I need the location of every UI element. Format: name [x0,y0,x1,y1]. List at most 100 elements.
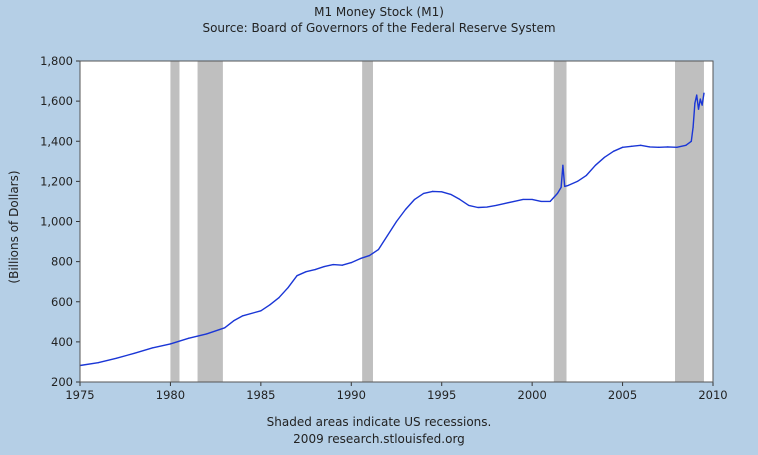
x-tick-label: 1980 [156,388,185,402]
source-note: 2009 research.stlouisfed.org [293,432,465,446]
y-tick-label: 200 [51,375,73,389]
recession-band-0 [170,61,180,382]
data-point [667,146,669,148]
data-point [594,164,597,166]
data-point [621,146,624,148]
data-point [296,275,298,277]
data-point [696,94,698,96]
data-point [187,337,190,339]
data-point [386,234,389,237]
data-point [676,146,678,148]
x-tick-label: 2000 [518,388,547,402]
recession-band-1 [197,61,223,382]
data-point [567,184,569,186]
data-point [585,174,588,176]
data-point [377,248,380,251]
x-tick-label: 1975 [65,388,94,402]
data-point [151,347,153,349]
data-point [314,269,316,271]
y-tick-label: 1,800 [40,54,73,68]
data-point [513,200,515,203]
data-point [459,198,461,201]
recession-band-3 [553,61,567,382]
data-point [233,320,235,322]
data-point [169,343,172,345]
data-point [694,102,696,104]
y-tick-label: 600 [51,295,73,309]
data-point [224,327,226,329]
data-point [576,180,578,182]
data-point [504,202,506,205]
data-point [531,198,533,201]
data-point [260,310,262,312]
data-point [658,146,660,148]
data-point [332,264,334,266]
data-point [450,193,452,196]
recession-band-2 [362,61,373,382]
data-point [603,156,606,158]
data-point [703,92,705,94]
x-tick-label: 2010 [698,388,727,402]
data-point [495,204,497,207]
data-point [432,190,434,193]
data-point [690,140,692,142]
data-point [341,264,343,266]
y-tick-label: 1,000 [40,215,73,229]
y-tick-label: 400 [51,335,73,349]
data-point [368,255,370,257]
data-point [692,126,694,128]
y-axis-title: (Billions of Dollars) [7,170,21,283]
data-point [562,164,564,166]
data-point [699,98,701,100]
y-tick-label: 1,200 [40,174,73,188]
data-point [486,206,488,208]
recession-note: Shaded areas indicate US recessions. [266,415,492,429]
data-point [560,186,562,188]
x-tick-label: 1990 [337,388,366,402]
chart-title: M1 Money Stock (M1) [314,5,444,19]
y-tick-label: 1,600 [40,94,73,108]
data-point [556,192,559,195]
data-point [477,206,479,209]
data-point [549,200,551,203]
data-point [640,144,642,146]
chart-subtitle: Source: Board of Governors of the Federa… [202,21,556,35]
x-tick-label: 1995 [427,388,456,402]
y-tick-label: 800 [51,255,73,269]
data-point [395,220,398,223]
data-point [423,192,425,195]
data-point [350,262,352,264]
data-point [206,333,208,335]
data-point [323,266,325,268]
data-point [697,108,700,110]
data-point [287,287,289,289]
data-point [522,198,524,201]
data-point [413,198,416,201]
data-point [359,258,361,260]
data-point [649,146,651,148]
data-point [685,144,687,146]
data-point [115,357,117,359]
data-point [305,271,307,273]
series-line-0 [79,92,705,367]
data-point [133,352,135,354]
plot-frame [79,60,714,383]
data-point [631,145,633,147]
data-point [404,208,407,211]
data-point [242,315,244,317]
data-point [540,200,542,203]
x-tick-label: 2005 [608,388,637,402]
data-point [701,104,703,106]
data-point [612,150,615,152]
data-point [278,297,280,299]
x-tick-label: 1985 [246,388,275,402]
y-tick-label: 1,400 [40,134,73,148]
data-point [564,185,566,187]
data-point [441,191,443,193]
data-point [97,362,99,364]
data-point [468,204,470,207]
recession-band-4 [675,61,704,382]
data-point [269,304,271,306]
